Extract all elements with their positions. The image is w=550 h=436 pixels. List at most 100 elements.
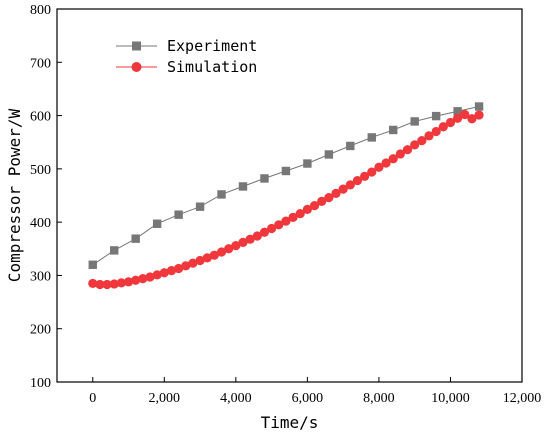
data-point — [260, 174, 269, 183]
data-point — [360, 171, 370, 181]
data-point — [317, 196, 327, 206]
data-point — [338, 184, 348, 194]
data-point — [445, 117, 456, 128]
data-point — [345, 180, 355, 190]
data-point — [309, 201, 320, 211]
series-simulation — [88, 109, 484, 290]
data-point — [109, 279, 119, 289]
legend-item: Simulation — [116, 58, 257, 76]
data-point — [174, 263, 184, 274]
data-point — [331, 188, 341, 198]
legend: Experiment Simulation — [116, 37, 257, 76]
data-point — [95, 279, 105, 290]
data-point — [417, 136, 427, 146]
data-point — [259, 227, 270, 237]
data-point — [131, 275, 141, 285]
y-tick-label: 600 — [30, 110, 51, 125]
y-tick-label: 100 — [30, 376, 51, 391]
data-point — [238, 182, 248, 191]
data-point — [188, 258, 198, 268]
data-point — [166, 266, 177, 276]
legend-label: Simulation — [167, 58, 257, 76]
data-point — [381, 158, 391, 168]
data-point — [138, 274, 148, 284]
ticks-layer: 0 2,000 4,000 6,000 8,000 10,000 12,000 100 200 3… — [30, 3, 541, 406]
series-line — [92, 106, 480, 266]
data-point — [209, 250, 219, 260]
data-point — [474, 110, 484, 120]
x-tick-label: 8,000 — [363, 391, 395, 406]
legend-marker — [132, 41, 141, 51]
data-point — [281, 216, 291, 226]
plot-frame — [56, 8, 523, 383]
data-point — [346, 141, 355, 151]
data-point — [281, 166, 291, 176]
data-point — [145, 272, 155, 282]
y-axis-title: Compressor Power/W — [5, 108, 24, 282]
data-point — [467, 114, 477, 124]
data-point — [174, 210, 183, 219]
y-tick-label: 800 — [30, 3, 51, 18]
data-point — [438, 122, 448, 132]
data-point — [374, 162, 384, 172]
x-tick-label: 0 — [89, 391, 96, 406]
data-point — [388, 154, 398, 164]
data-point — [367, 167, 377, 177]
x-axis-title: Time/s — [261, 413, 319, 432]
data-point — [274, 220, 284, 230]
data-point — [474, 102, 484, 111]
data-point — [131, 234, 140, 243]
x-tick-label: 6,000 — [292, 391, 324, 406]
data-point — [88, 278, 98, 289]
data-point — [367, 133, 376, 142]
series-experiment — [88, 102, 484, 269]
data-point — [453, 113, 463, 123]
data-point — [389, 125, 398, 135]
data-point — [123, 277, 134, 287]
data-point — [231, 240, 241, 251]
data-point — [245, 234, 255, 244]
data-point — [102, 279, 112, 290]
legend-item: Experiment — [116, 37, 257, 55]
data-point — [224, 244, 234, 254]
data-point — [352, 175, 363, 186]
data-point — [116, 278, 126, 288]
y-tick-label: 300 — [30, 269, 51, 284]
data-point — [302, 204, 312, 214]
data-point — [159, 268, 169, 278]
y-tick-label: 500 — [30, 163, 51, 178]
legend-marker — [131, 62, 142, 72]
plot-layer — [88, 102, 484, 290]
data-point — [110, 246, 119, 255]
data-point — [402, 145, 413, 155]
data-point — [288, 212, 298, 222]
data-point — [267, 223, 277, 234]
data-point — [216, 247, 227, 257]
data-point — [410, 117, 419, 126]
data-point — [395, 149, 405, 159]
data-point — [424, 131, 434, 141]
data-point — [217, 190, 226, 199]
x-tick-label: 2,000 — [149, 391, 181, 406]
data-point — [460, 109, 470, 120]
data-point — [195, 255, 205, 266]
data-point — [152, 270, 162, 280]
data-point — [324, 150, 334, 159]
data-point — [202, 253, 212, 263]
x-tick-label: 12,000 — [503, 391, 542, 406]
data-point — [252, 231, 262, 241]
data-point — [195, 202, 205, 211]
x-tick-label: 4,000 — [220, 391, 252, 406]
y-tick-label: 700 — [30, 56, 51, 71]
data-point — [295, 209, 305, 219]
legend-label: Experiment — [167, 37, 257, 55]
data-point — [303, 159, 312, 168]
y-tick-label: 400 — [30, 216, 51, 231]
data-point — [181, 261, 191, 271]
data-point — [453, 107, 462, 116]
data-point — [431, 126, 441, 137]
data-point — [324, 193, 334, 203]
x-tick-label: 10,000 — [431, 391, 470, 406]
data-point — [431, 111, 441, 121]
